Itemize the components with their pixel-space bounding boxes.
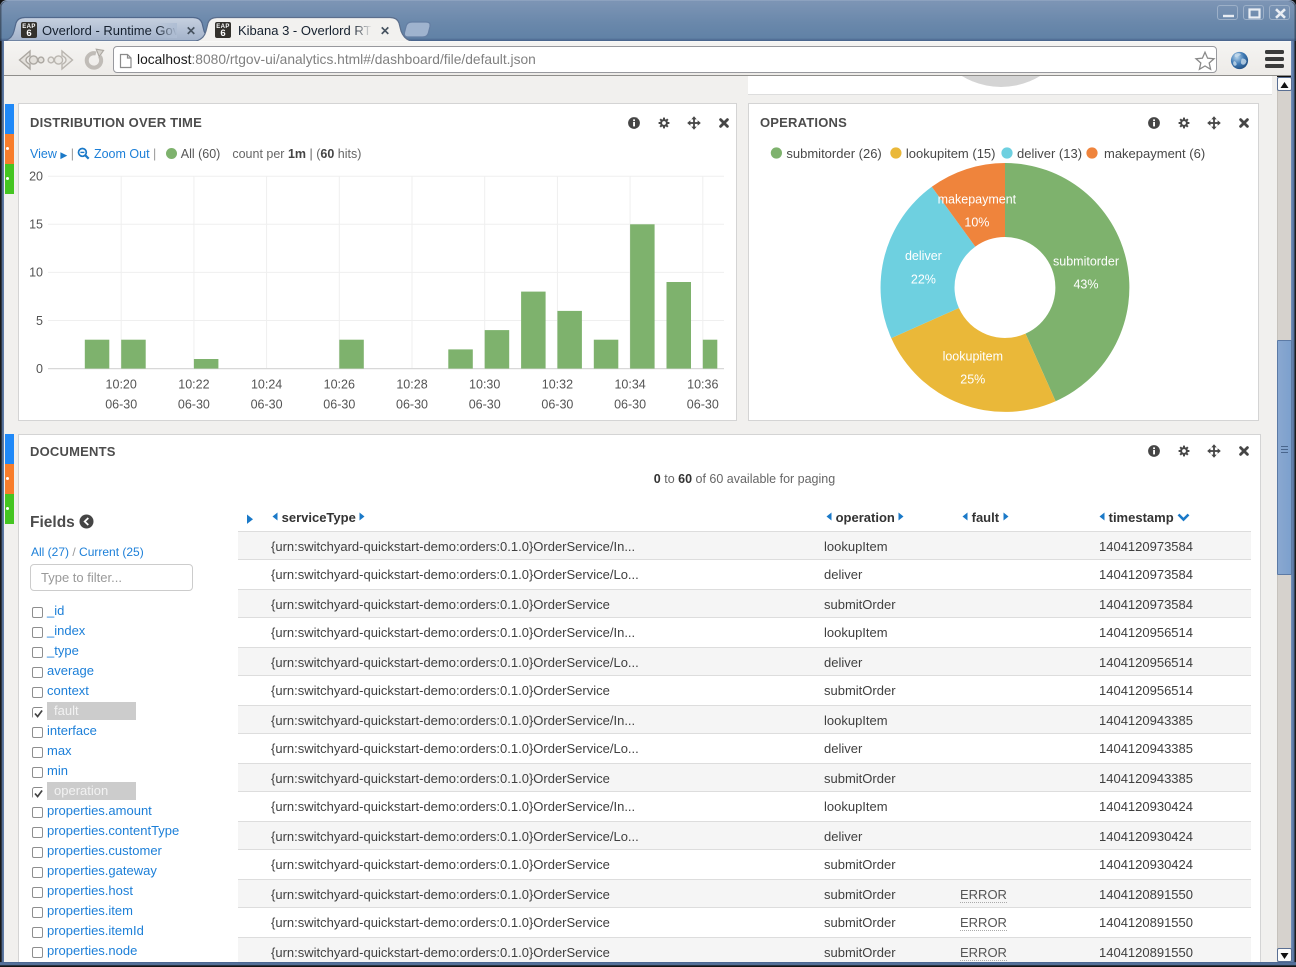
svg-text:06-30: 06-30	[469, 398, 501, 412]
svg-text:submitorder (26): submitorder (26)	[786, 146, 881, 161]
svg-text:06-30: 06-30	[178, 398, 210, 412]
svg-text:10:34: 10:34	[614, 378, 645, 392]
svg-text:10:22: 10:22	[178, 378, 209, 392]
svg-text:10:32: 10:32	[542, 378, 573, 392]
svg-text:06-30: 06-30	[614, 398, 646, 412]
svg-text:25%: 25%	[960, 373, 985, 387]
svg-text:0: 0	[36, 362, 43, 376]
svg-text:makepayment (6): makepayment (6)	[1104, 146, 1205, 161]
svg-text:06-30: 06-30	[105, 398, 137, 412]
svg-text:deliver (13): deliver (13)	[1017, 146, 1082, 161]
svg-text:10%: 10%	[964, 216, 989, 230]
svg-text:10: 10	[29, 266, 43, 280]
svg-text:makepayment: makepayment	[938, 192, 1017, 206]
svg-text:submitorder: submitorder	[1053, 254, 1119, 268]
svg-text:06-30: 06-30	[396, 398, 428, 412]
svg-text:10:24: 10:24	[251, 378, 282, 392]
svg-text:22%: 22%	[911, 272, 936, 286]
svg-text:5: 5	[36, 314, 43, 328]
svg-text:lookupitem (15): lookupitem (15)	[906, 146, 996, 161]
svg-text:10:36: 10:36	[687, 378, 718, 392]
svg-text:10:26: 10:26	[324, 378, 355, 392]
svg-text:06-30: 06-30	[687, 398, 719, 412]
svg-text:10:28: 10:28	[396, 378, 427, 392]
svg-text:43%: 43%	[1073, 277, 1098, 291]
svg-text:deliver: deliver	[905, 249, 942, 263]
svg-text:15: 15	[29, 218, 43, 232]
svg-text:lookupitem: lookupitem	[943, 350, 1003, 364]
svg-text:06-30: 06-30	[323, 398, 355, 412]
svg-text:10:30: 10:30	[469, 378, 500, 392]
svg-text:06-30: 06-30	[251, 398, 283, 412]
svg-text:10:20: 10:20	[106, 378, 137, 392]
svg-text:20: 20	[29, 170, 43, 184]
svg-text:06-30: 06-30	[541, 398, 573, 412]
